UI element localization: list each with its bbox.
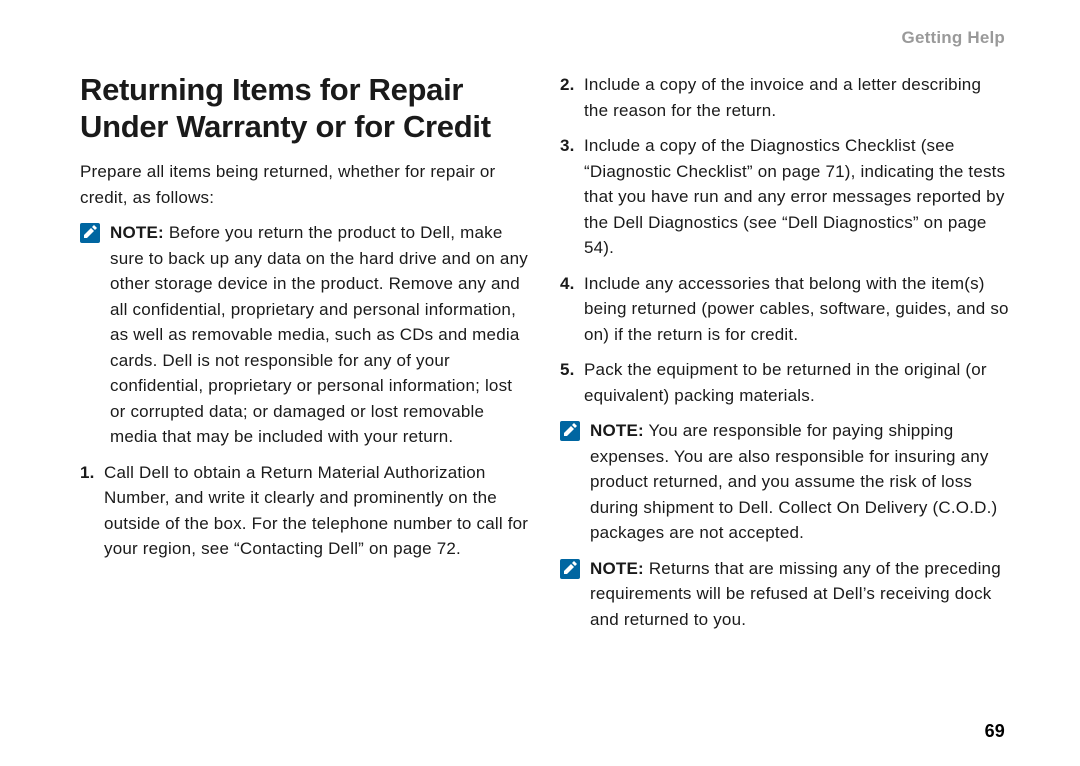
note-body: Before you return the product to Dell, m… <box>110 223 528 446</box>
steps-list-left: Call Dell to obtain a Return Material Au… <box>80 460 530 562</box>
note-pencil-icon <box>80 223 100 243</box>
note-body: You are responsible for paying shipping … <box>590 421 997 542</box>
step-item: Include a copy of the invoice and a lett… <box>560 72 1010 123</box>
note-pencil-icon <box>560 421 580 441</box>
section-header-label: Getting Help <box>902 28 1005 48</box>
step-item: Call Dell to obtain a Return Material Au… <box>80 460 530 562</box>
step-item: Include any accessories that belong with… <box>560 271 1010 348</box>
note-block: NOTE: Before you return the product to D… <box>80 220 530 450</box>
two-column-layout: Returning Items for Repair Under Warrant… <box>70 30 1010 642</box>
step-item: Include a copy of the Diagnostics Checkl… <box>560 133 1010 261</box>
intro-paragraph: Prepare all items being returned, whethe… <box>80 159 530 210</box>
note-block: NOTE: You are responsible for paying shi… <box>560 418 1010 546</box>
note-text: NOTE: Returns that are missing any of th… <box>590 556 1010 633</box>
page-title: Returning Items for Repair Under Warrant… <box>80 72 530 145</box>
manual-page: Getting Help Returning Items for Repair … <box>0 0 1080 766</box>
note-label: NOTE: <box>590 559 644 578</box>
note-text: NOTE: Before you return the product to D… <box>110 220 530 450</box>
step-item: Pack the equipment to be returned in the… <box>560 357 1010 408</box>
note-pencil-icon <box>560 559 580 579</box>
steps-list-right: Include a copy of the invoice and a lett… <box>560 72 1010 408</box>
note-block: NOTE: Returns that are missing any of th… <box>560 556 1010 633</box>
left-column: Returning Items for Repair Under Warrant… <box>70 72 530 642</box>
note-text: NOTE: You are responsible for paying shi… <box>590 418 1010 546</box>
note-body: Returns that are missing any of the prec… <box>590 559 1001 629</box>
note-label: NOTE: <box>110 223 164 242</box>
right-column: Include a copy of the invoice and a lett… <box>560 72 1010 642</box>
page-number: 69 <box>985 721 1005 742</box>
note-label: NOTE: <box>590 421 644 440</box>
